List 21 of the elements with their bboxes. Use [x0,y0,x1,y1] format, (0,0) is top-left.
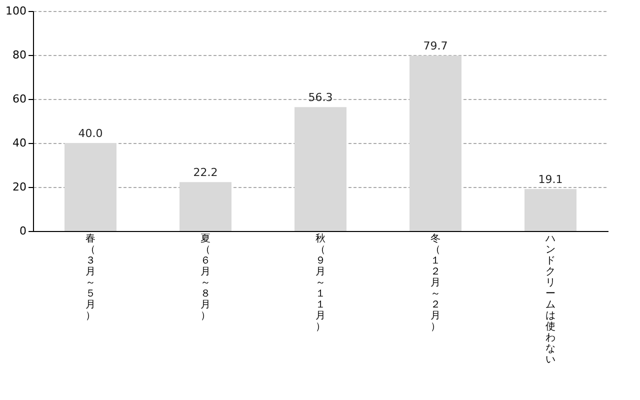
y-tick-label: 20 [12,180,26,194]
y-tick-label: 80 [12,48,26,62]
data-label: 79.7 [423,40,448,53]
bar [524,188,576,231]
bar [410,56,462,231]
category-label: 冬（１２月～２月） [430,234,440,332]
y-tick-label: 0 [20,224,26,238]
data-label: 40.0 [78,127,103,140]
category-label: 秋（９月～１１月） [316,234,326,332]
x-tick-label: 春（３月～５月） [86,234,96,322]
data-label: 22.2 [193,166,218,180]
y-tick-label: 100 [6,4,26,18]
data-label: 19.1 [538,172,563,186]
data-label: 56.3 [308,91,333,104]
x-tick-label: 夏（６月～８月） [200,234,210,322]
bar [64,143,116,231]
bar [294,107,346,231]
bar [180,182,232,231]
y-tick-label: 60 [12,92,26,106]
category-label: ハンドクリームは使わない [546,234,556,366]
y-tick-label: 40 [12,136,26,150]
